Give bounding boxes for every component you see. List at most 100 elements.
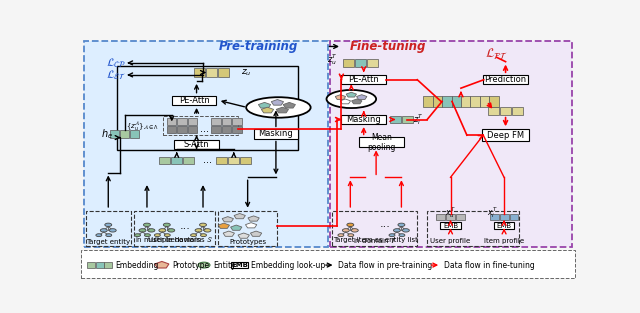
Circle shape: [164, 234, 170, 237]
Circle shape: [200, 223, 207, 227]
Text: Mean
pooling: Mean pooling: [367, 133, 396, 152]
Circle shape: [106, 234, 112, 237]
Ellipse shape: [326, 90, 376, 108]
FancyBboxPatch shape: [194, 68, 205, 77]
Circle shape: [143, 223, 150, 227]
Circle shape: [100, 229, 108, 232]
Text: $x_u^T$: $x_u^T$: [445, 205, 455, 219]
Text: Entity: Entity: [213, 261, 236, 269]
Circle shape: [139, 229, 146, 232]
Circle shape: [198, 262, 210, 268]
FancyBboxPatch shape: [104, 262, 112, 269]
Text: ...: ...: [204, 156, 212, 166]
FancyBboxPatch shape: [433, 96, 442, 107]
Text: Target item as entity list: Target item as entity list: [333, 237, 417, 243]
Text: $z_u^T$: $z_u^T$: [327, 52, 338, 67]
FancyBboxPatch shape: [222, 118, 231, 125]
FancyBboxPatch shape: [456, 214, 465, 220]
Text: Fine-tuning: Fine-tuning: [349, 40, 426, 53]
FancyBboxPatch shape: [183, 157, 194, 164]
Text: $x_i^T$: $x_i^T$: [488, 205, 498, 219]
Circle shape: [134, 234, 141, 237]
FancyBboxPatch shape: [172, 96, 216, 105]
Text: Masking: Masking: [259, 130, 293, 138]
FancyBboxPatch shape: [206, 68, 217, 77]
FancyBboxPatch shape: [341, 115, 386, 124]
Circle shape: [398, 223, 405, 227]
Text: in domain $\mathcal{T}$: in domain $\mathcal{T}$: [353, 235, 397, 245]
FancyBboxPatch shape: [330, 41, 572, 247]
Circle shape: [338, 234, 344, 237]
FancyBboxPatch shape: [440, 223, 461, 229]
Circle shape: [403, 229, 410, 232]
FancyBboxPatch shape: [488, 107, 499, 115]
Text: Embedding: Embedding: [115, 261, 159, 269]
FancyBboxPatch shape: [451, 96, 461, 107]
FancyBboxPatch shape: [177, 118, 187, 125]
FancyBboxPatch shape: [216, 157, 227, 164]
FancyBboxPatch shape: [222, 126, 231, 133]
FancyBboxPatch shape: [390, 115, 401, 123]
Text: PE-Attn: PE-Attn: [179, 96, 209, 105]
Circle shape: [159, 229, 166, 232]
Text: Data flow in pre-training: Data flow in pre-training: [338, 261, 432, 269]
Text: $\mathcal{L}_{\mathcal{ET}}$: $\mathcal{L}_{\mathcal{ET}}$: [106, 68, 125, 82]
Text: ...: ...: [200, 124, 209, 134]
Text: PE-Attn: PE-Attn: [348, 75, 379, 84]
Text: Item profile: Item profile: [484, 238, 524, 244]
FancyBboxPatch shape: [493, 223, 515, 229]
Circle shape: [399, 234, 405, 237]
Circle shape: [191, 234, 196, 237]
FancyBboxPatch shape: [500, 107, 511, 115]
FancyBboxPatch shape: [490, 214, 499, 220]
FancyBboxPatch shape: [436, 214, 445, 220]
Circle shape: [168, 229, 175, 232]
FancyBboxPatch shape: [96, 262, 104, 269]
FancyBboxPatch shape: [500, 214, 509, 220]
FancyBboxPatch shape: [81, 250, 575, 278]
FancyBboxPatch shape: [110, 130, 119, 138]
Circle shape: [109, 229, 116, 232]
Text: $z_i^T$: $z_i^T$: [413, 112, 424, 127]
FancyBboxPatch shape: [120, 130, 129, 138]
FancyBboxPatch shape: [159, 157, 170, 164]
FancyBboxPatch shape: [211, 118, 221, 125]
FancyBboxPatch shape: [470, 96, 480, 107]
Text: $z_u$: $z_u$: [241, 67, 252, 78]
Ellipse shape: [246, 97, 310, 118]
Text: Masking: Masking: [346, 115, 381, 124]
FancyBboxPatch shape: [167, 126, 176, 133]
Text: Deep FM: Deep FM: [487, 131, 524, 140]
Circle shape: [105, 223, 112, 227]
Circle shape: [347, 223, 354, 227]
Text: Data flow in fine-tuning: Data flow in fine-tuning: [444, 261, 534, 269]
FancyBboxPatch shape: [84, 41, 328, 247]
Text: S-Attn: S-Attn: [184, 140, 209, 149]
Circle shape: [394, 229, 401, 232]
Text: Target entity: Target entity: [86, 239, 131, 245]
FancyBboxPatch shape: [228, 157, 239, 164]
Circle shape: [348, 234, 354, 237]
FancyBboxPatch shape: [88, 262, 95, 269]
FancyBboxPatch shape: [359, 137, 404, 147]
FancyBboxPatch shape: [177, 126, 187, 133]
Text: $\mathcal{L}_{\mathcal{FT}}$: $\mathcal{L}_{\mathcal{FT}}$: [485, 47, 508, 62]
Text: EMB: EMB: [231, 262, 248, 268]
Circle shape: [145, 234, 150, 237]
Text: User behaviors: User behaviors: [148, 237, 200, 243]
Text: Pre-training: Pre-training: [219, 40, 298, 53]
FancyBboxPatch shape: [188, 118, 197, 125]
FancyBboxPatch shape: [211, 126, 221, 133]
FancyBboxPatch shape: [174, 140, 219, 149]
FancyBboxPatch shape: [232, 118, 242, 125]
Circle shape: [148, 229, 155, 232]
FancyBboxPatch shape: [341, 75, 386, 84]
FancyBboxPatch shape: [232, 126, 242, 133]
Circle shape: [200, 234, 207, 237]
Text: Prototypes: Prototypes: [229, 239, 266, 245]
FancyBboxPatch shape: [442, 96, 451, 107]
Text: $\{z_u^\mathcal{A}\}_{\mathcal{A}\in\Lambda}$: $\{z_u^\mathcal{A}\}_{\mathcal{A}\in\Lam…: [126, 119, 159, 132]
FancyBboxPatch shape: [509, 214, 518, 220]
FancyBboxPatch shape: [130, 130, 139, 138]
FancyBboxPatch shape: [482, 129, 529, 141]
